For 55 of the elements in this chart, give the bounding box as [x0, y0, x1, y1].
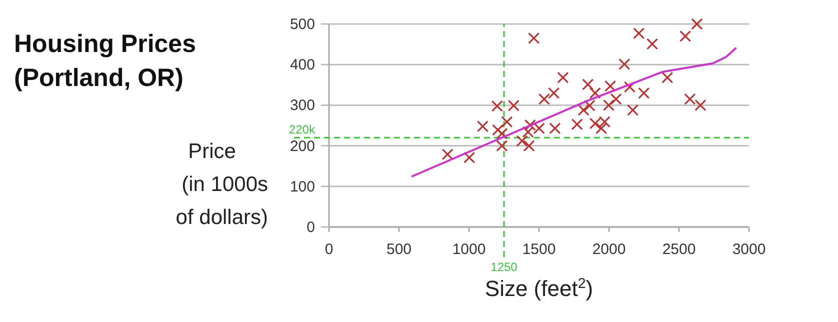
x-tick-label: 3000: [732, 241, 766, 258]
point: [646, 38, 658, 50]
point: [602, 99, 615, 111]
point: [638, 87, 650, 99]
point: [523, 140, 535, 152]
y-tick-label: 100: [290, 178, 315, 196]
line-series: [411, 47, 737, 178]
y-tick-label: 300: [290, 97, 315, 114]
point: [596, 122, 608, 134]
x-tick-label: 500: [386, 241, 412, 258]
point: [496, 140, 508, 152]
point: [522, 126, 534, 138]
point: [538, 93, 550, 105]
ref-line-label: 1250: [490, 260, 518, 274]
point: [578, 104, 590, 116]
point: [491, 100, 503, 112]
point: [476, 120, 489, 132]
point: [610, 93, 622, 105]
point: [680, 30, 692, 42]
y-axis-title: Price (in 1000s of dollars): [176, 140, 268, 229]
y-tick-label: 500: [290, 16, 315, 33]
y-tick-label: 0: [306, 219, 315, 236]
point: [549, 122, 561, 134]
x-tick-label: 2500: [662, 241, 696, 258]
point: [501, 116, 513, 128]
point: [691, 18, 703, 30]
point: [627, 104, 639, 116]
x-tick-label: 1500: [522, 241, 556, 258]
point: [684, 93, 696, 105]
point: [618, 58, 630, 70]
point: [589, 87, 601, 99]
point: [492, 124, 504, 136]
point: [571, 118, 583, 130]
point: [463, 152, 476, 164]
point: [624, 81, 636, 93]
x-tick-label: 0: [324, 241, 334, 258]
point: [508, 100, 520, 112]
y-tick-label: 200: [290, 138, 315, 155]
point: [584, 100, 596, 112]
y-tick-label: 400: [290, 56, 315, 74]
x-tick-label: 1000: [452, 241, 486, 258]
text: Housing Prices (Portland, OR): [14, 30, 196, 92]
point: [662, 72, 674, 84]
point: [496, 128, 508, 140]
point: [528, 32, 540, 44]
x-tick-label: 2000: [592, 241, 626, 258]
point: [633, 28, 645, 40]
point: [516, 135, 528, 147]
point: [557, 72, 569, 84]
x-axis-title: Size (feet$^{2}$): [484, 276, 594, 301]
point: [582, 78, 594, 90]
point: [694, 99, 706, 111]
point: [548, 87, 560, 99]
ref-line-label: 220k: [289, 122, 316, 137]
point: [442, 148, 454, 160]
